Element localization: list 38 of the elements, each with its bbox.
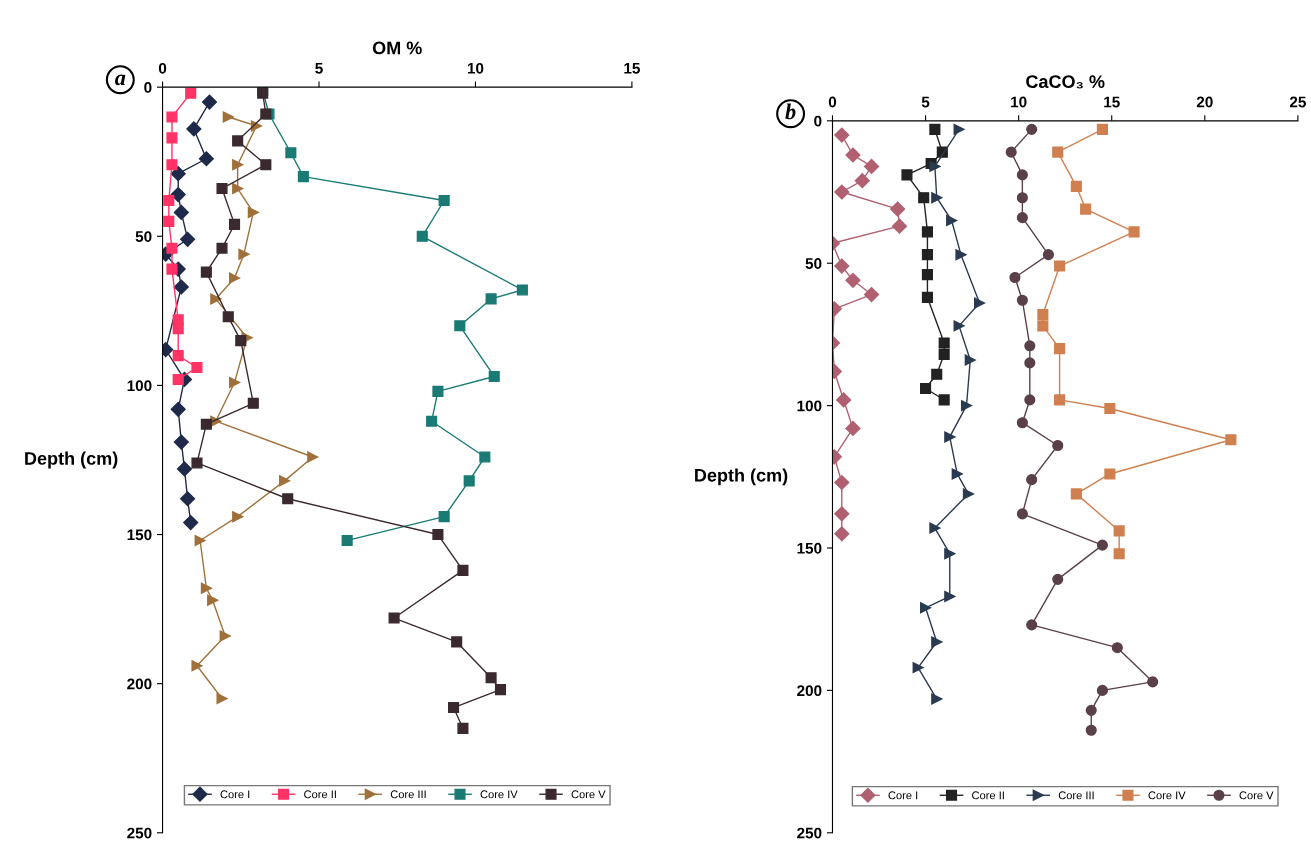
legend-label: Core II — [972, 791, 1004, 800]
legend-label: Core I — [220, 790, 250, 799]
y-axis-title: Depth (cm) — [25, 451, 118, 469]
legend-label: Core I — [888, 791, 918, 800]
y-tick-label: 150 — [797, 542, 822, 554]
x-tick-label: 0 — [828, 96, 837, 108]
y-tick-label: 0 — [144, 82, 152, 93]
y-tick-label: 100 — [127, 380, 152, 392]
legend-label: Core V — [571, 790, 606, 799]
text: a — [115, 74, 126, 86]
x-tick-label: 25 — [1289, 96, 1306, 108]
y-tick-label: 0 — [814, 115, 822, 127]
legend-label: Core II — [304, 790, 336, 799]
x-tick-label: 15 — [624, 63, 640, 74]
y-tick-label: 150 — [127, 529, 152, 541]
y-tick-label: 200 — [127, 678, 152, 690]
x-axis-title: CaCO₃ % — [1026, 75, 1105, 89]
legend-label: Core IV — [480, 790, 518, 799]
legend-label: Core III — [390, 790, 426, 799]
y-tick-label: 100 — [797, 400, 822, 412]
legend-label: Core IV — [1148, 791, 1186, 800]
x-tick-label: 15 — [1104, 96, 1120, 108]
x-tick-label: 10 — [1011, 96, 1027, 108]
legend-label: Core III — [1058, 791, 1094, 800]
y-tick-label: 50 — [135, 231, 152, 242]
y-axis-title: Depth (cm) — [695, 468, 788, 486]
y-tick-label: 200 — [797, 685, 822, 697]
y-tick-label: 250 — [797, 827, 822, 839]
y-tick-label: 50 — [805, 258, 822, 269]
x-tick-label: 20 — [1196, 96, 1213, 108]
x-axis-title: OM % — [372, 41, 422, 55]
legend-label: Core V — [1239, 791, 1274, 800]
x-tick-label: 5 — [921, 96, 930, 108]
x-tick-label: 10 — [467, 62, 484, 74]
y-tick-label: 250 — [127, 827, 152, 839]
x-tick-label: 0 — [158, 62, 167, 74]
text: b — [785, 103, 796, 120]
x-tick-label: 5 — [315, 63, 323, 74]
